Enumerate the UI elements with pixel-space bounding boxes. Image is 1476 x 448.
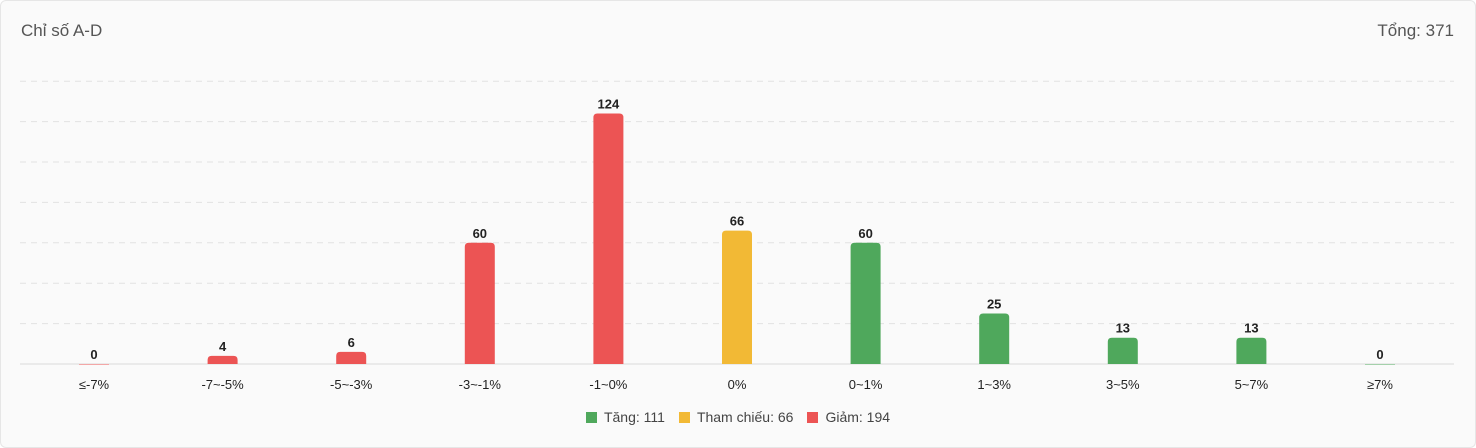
x-tick-label-7: 1~3% bbox=[977, 377, 1011, 392]
x-tick-labels-group: ≤-7% -7~-5% -5~-3% -3~-1% -1~0% 0% 0~1% 1~3% 3~5… bbox=[79, 377, 1394, 392]
legend-item-down[interactable]: Giảm: 194 bbox=[807, 409, 890, 425]
legend-item-ref[interactable]: Tham chiếu: 66 bbox=[678, 409, 794, 425]
value-label-5: 66 bbox=[730, 214, 744, 229]
bar-3[interactable] bbox=[464, 242, 495, 364]
value-label-7: 25 bbox=[987, 297, 1001, 312]
bar-7[interactable] bbox=[979, 313, 1010, 365]
legend-item-up[interactable]: Tăng: 111 bbox=[585, 409, 665, 425]
value-label-2: 6 bbox=[348, 335, 355, 350]
value-label-8: 13 bbox=[1116, 321, 1130, 336]
x-tick-label-2: -5~-3% bbox=[330, 377, 373, 392]
legend-swatch-up bbox=[585, 411, 597, 423]
legend-label-down: Giảm: 194 bbox=[825, 409, 891, 425]
value-label-1: 4 bbox=[219, 339, 227, 354]
total-label: Tổng: bbox=[1377, 21, 1421, 40]
x-tick-label-3: -3~-1% bbox=[459, 377, 502, 392]
legend-swatch-down bbox=[807, 411, 819, 423]
value-label-3: 60 bbox=[473, 226, 487, 241]
total-value: 371 bbox=[1425, 21, 1454, 40]
value-label-10: 0 bbox=[1376, 347, 1383, 362]
bar-2[interactable] bbox=[336, 351, 367, 364]
bar-8[interactable] bbox=[1107, 337, 1138, 364]
legend-swatch-ref bbox=[678, 411, 690, 423]
x-tick-label-10: ≥7% bbox=[1367, 377, 1393, 392]
total-count: Tổng: 371 bbox=[1377, 21, 1454, 41]
bar-1[interactable] bbox=[207, 355, 238, 364]
x-tick-label-0: ≤-7% bbox=[79, 377, 110, 392]
x-tick-label-1: -7~-5% bbox=[201, 377, 244, 392]
x-tick-label-6: 0~1% bbox=[849, 377, 883, 392]
value-labels-group: 0 4 6 60 124 66 60 25 13 13 0 bbox=[90, 97, 1383, 362]
bar-0[interactable] bbox=[79, 364, 109, 365]
value-label-4: 124 bbox=[598, 97, 620, 112]
legend-label-ref: Tham chiếu: 66 bbox=[696, 409, 794, 425]
bar-9[interactable] bbox=[1236, 337, 1267, 364]
value-label-6: 60 bbox=[858, 226, 872, 241]
value-label-0: 0 bbox=[90, 347, 97, 362]
chart-legend: Tăng: 111 Tham chiếu: 66 Giảm: 194 bbox=[0, 409, 1476, 425]
bar-6[interactable] bbox=[850, 242, 881, 364]
chart-title: Chỉ số A-D bbox=[21, 21, 103, 40]
bar-10[interactable] bbox=[1365, 364, 1395, 365]
bar-4[interactable] bbox=[593, 113, 624, 365]
x-tick-label-5: 0% bbox=[728, 377, 747, 392]
legend-label-up: Tăng: 111 bbox=[603, 409, 665, 425]
x-tick-label-8: 3~5% bbox=[1106, 377, 1140, 392]
value-label-9: 13 bbox=[1244, 321, 1258, 336]
bars-group bbox=[79, 113, 1395, 365]
x-tick-label-4: -1~0% bbox=[589, 377, 627, 392]
bar-5[interactable] bbox=[722, 230, 752, 364]
x-tick-label-9: 5~7% bbox=[1235, 377, 1269, 392]
